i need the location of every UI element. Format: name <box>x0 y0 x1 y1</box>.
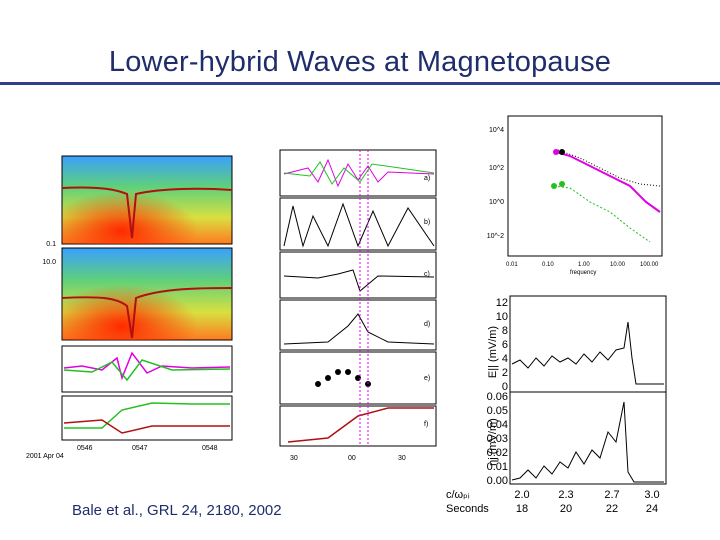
xrow1-tick-1: 2.0 <box>514 489 529 501</box>
spectrum-xtick-4: 10.00 <box>610 262 626 268</box>
stacked-panels-figure: a) b) c) d) e) f) 30 00 30 <box>248 146 440 472</box>
xrow1-tick-3: 2.7 <box>604 489 619 501</box>
spectrum-xtick-5: 100.00 <box>640 262 659 268</box>
etaj-ytick-006: 0.06 <box>487 391 508 403</box>
spectrum-xlabel: frequency <box>570 270 596 276</box>
panel-label-d: d) <box>424 321 430 328</box>
spectrum-ytick-3: 10^0 <box>489 199 504 206</box>
etaj-ytick-003: 0.03 <box>487 433 508 445</box>
efield-ytick-0: 0 <box>502 381 508 393</box>
timeseries-figure: E|| (mV/m) ηj (mV/m) 12 10 8 6 4 2 0 0.0… <box>440 292 672 518</box>
spectrogram-ytick-mid: 10.0 <box>42 259 56 266</box>
citation: Bale et al., GRL 24, 2180, 2002 <box>72 502 282 519</box>
efield-ytick-2: 2 <box>502 367 508 379</box>
etaj-ytick-000: 0.00 <box>487 475 508 487</box>
etaj-ytick-002: 0.02 <box>487 447 508 459</box>
etaj-ytick-005: 0.05 <box>487 405 508 417</box>
xrow2-label: Seconds <box>446 503 489 515</box>
slide-title: Lower-hybrid Waves at Magnetopause <box>108 46 612 78</box>
xrow1-tick-4: 3.0 <box>644 489 659 501</box>
efield-ytick-6: 6 <box>502 339 508 351</box>
etaj-ytick-004: 0.04 <box>487 419 508 431</box>
spectrum-ytick-4: 10^-2 <box>487 233 504 240</box>
spectrum-xtick-1: 0.01 <box>506 262 518 268</box>
panel-label-e: e) <box>424 375 430 382</box>
xrow1-tick-2: 2.3 <box>558 489 573 501</box>
spectrogram-xtick-3: 0548 <box>202 445 218 452</box>
xrow2-tick-4: 24 <box>646 503 658 515</box>
title-underline <box>0 82 720 85</box>
efield-ytick-12: 12 <box>496 297 508 309</box>
etaj-ylabel: ηj (mV/m) <box>487 418 499 466</box>
efield-ytick-10: 10 <box>496 311 508 323</box>
xrow2-tick-2: 20 <box>560 503 572 515</box>
spectrum-figure: 10^4 10^2 10^0 10^-2 0.01 0.10 1.00 10.0… <box>470 112 670 278</box>
spectrum-xtick-2: 0.10 <box>542 262 554 268</box>
mid-xtick-3: 30 <box>398 455 406 462</box>
timeseries-svg: E|| (mV/m) ηj (mV/m) 12 10 8 6 4 2 0 0.0… <box>446 295 667 515</box>
panel-label-f: f) <box>424 421 428 428</box>
efield-ytick-4: 4 <box>502 353 508 365</box>
xrow2-tick-1: 18 <box>516 503 528 515</box>
spectrogram-svg: 0.1 10.0 2001 Apr 04 0546 0547 0548 <box>26 155 233 460</box>
spectrogram-figure: 0.1 10.0 2001 Apr 04 0546 0547 0548 <box>22 148 242 460</box>
bfield-panel <box>61 395 233 441</box>
panel-label-c: c) <box>424 271 430 278</box>
stacked-panels-svg: a) b) c) d) e) f) 30 00 30 <box>279 149 437 462</box>
efield-ylabel: E|| (mV/m) <box>487 326 499 378</box>
spectrogram-date: 2001 Apr 04 <box>26 453 64 460</box>
etaj-ytick-001: 0.01 <box>487 461 508 473</box>
spectrogram-xtick-1: 0546 <box>77 445 93 452</box>
panel-label-a: a) <box>424 175 430 182</box>
xrow1-label: c/ωₚᵢ <box>446 489 470 501</box>
spectrum-ytick-1: 10^4 <box>489 127 504 134</box>
mid-xtick-2: 00 <box>348 455 356 462</box>
spectrum-ytick-2: 10^2 <box>489 165 504 172</box>
xrow2-tick-3: 22 <box>606 503 618 515</box>
efield-ytick-8: 8 <box>502 325 508 337</box>
spectrogram-xtick-2: 0547 <box>132 445 148 452</box>
spectrum-svg: 10^4 10^2 10^0 10^-2 0.01 0.10 1.00 10.0… <box>487 115 663 276</box>
spectrogram-ytick-top: 0.1 <box>46 241 56 248</box>
spectrum-xtick-3: 1.00 <box>578 262 590 268</box>
mid-xtick-1: 30 <box>290 455 298 462</box>
panel-label-b: b) <box>424 219 430 226</box>
